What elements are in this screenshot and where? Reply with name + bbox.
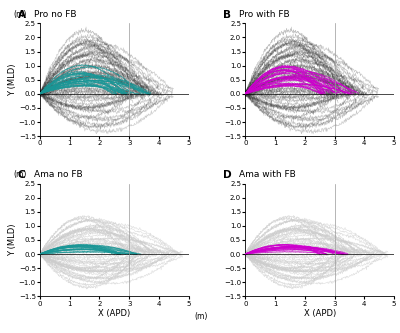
X-axis label: X (APD): X (APD) bbox=[98, 309, 130, 318]
Text: B: B bbox=[223, 10, 231, 20]
Text: C: C bbox=[18, 170, 25, 180]
Text: D: D bbox=[223, 170, 232, 180]
Y-axis label: Y (MLD): Y (MLD) bbox=[8, 224, 17, 256]
Text: Ama with FB: Ama with FB bbox=[239, 170, 296, 179]
Y-axis label: Y (MLD): Y (MLD) bbox=[8, 64, 17, 96]
Text: Pro no FB: Pro no FB bbox=[34, 10, 76, 19]
Text: (m): (m) bbox=[195, 312, 208, 321]
Text: Ama no FB: Ama no FB bbox=[34, 170, 83, 179]
Text: (m): (m) bbox=[13, 10, 27, 19]
Text: A: A bbox=[18, 10, 26, 20]
X-axis label: X (APD): X (APD) bbox=[304, 309, 336, 318]
Text: Pro with FB: Pro with FB bbox=[239, 10, 290, 19]
Text: (m): (m) bbox=[13, 170, 27, 179]
